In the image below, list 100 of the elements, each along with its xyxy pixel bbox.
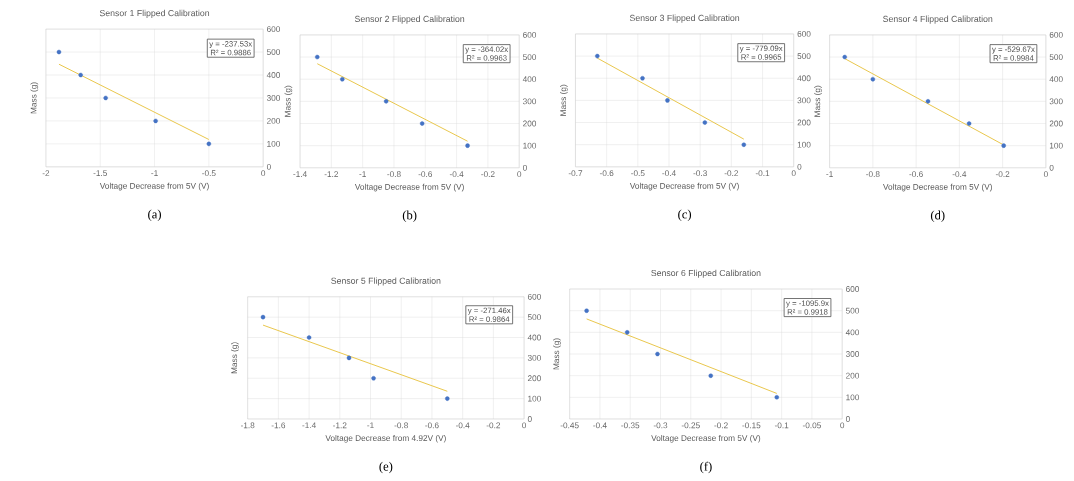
x-tick-label: -0.6: [909, 171, 923, 178]
y-tick-label: 0: [527, 416, 532, 422]
y-tick-label: 600: [846, 286, 860, 292]
x-tick-label: -1.6: [271, 422, 286, 429]
x-tick-label: -0.7: [568, 170, 583, 177]
point: [315, 54, 320, 60]
y-tick-label: 200: [846, 372, 860, 379]
y-axis-title: Mass (g): [814, 85, 822, 117]
y-tick-label: 500: [266, 49, 281, 55]
y-tick-label: 200: [797, 119, 811, 126]
x-axis-title: Voltage Decrease from 5V (V): [354, 183, 464, 192]
x-tick-label: -0.4: [593, 422, 607, 429]
x-tick-label: -1.4: [302, 422, 316, 429]
point: [665, 98, 670, 103]
x-tick-label: -1: [151, 170, 158, 176]
text: (d): [930, 210, 945, 222]
x-tick-label: -0.2: [481, 171, 495, 178]
y-axis-title: Mass (g): [553, 338, 561, 370]
y-tick-label: 600: [527, 293, 541, 300]
x-tick-label: -1.8: [240, 422, 255, 429]
y-tick-label: 500: [527, 314, 541, 321]
text: (f): [700, 461, 712, 474]
x-tick-label: -0.8: [387, 171, 401, 178]
x-tick-label: 0: [1043, 171, 1048, 178]
y-tick-label: 0: [845, 416, 850, 422]
chart-title: Sensor 1 Flipped Calibration: [99, 9, 210, 18]
x-tick-label: -0.4: [449, 171, 464, 178]
y-tick-label: 100: [846, 394, 860, 401]
y-tick-label: 0: [797, 163, 802, 170]
x-tick-label: -0.2: [486, 422, 501, 429]
y-tick-label: 600: [797, 31, 811, 37]
point: [774, 395, 780, 400]
point: [624, 330, 630, 335]
text: (b): [402, 210, 417, 222]
x-tick-label: -0.6: [418, 171, 433, 178]
x-tick-label: -1.2: [333, 422, 347, 429]
x-tick-label: -0.5: [202, 170, 216, 177]
x-tick-label: -0.4: [952, 171, 967, 178]
point: [419, 121, 425, 126]
y-tick-label: 500: [797, 53, 811, 59]
y-tick-label: 500: [522, 54, 537, 60]
y-tick-label: 400: [522, 76, 537, 83]
x-tick-label: -1.2: [324, 171, 339, 177]
x-tick-label: -0.15: [742, 422, 761, 429]
y-tick-label: 400: [845, 329, 860, 336]
point: [206, 141, 212, 147]
point: [465, 143, 470, 148]
x-axis-title: Voltage Decrease from 5V (V): [99, 182, 209, 191]
x-axis-title: Voltage Decrease from 5V (V): [629, 182, 739, 191]
y-axis-title: Mass (g): [284, 85, 293, 117]
x-tick-label: -0.1: [774, 422, 789, 429]
chart-title: Sensor 5 Flipped Calibration: [331, 277, 441, 286]
y-tick-label: 100: [523, 142, 537, 149]
x-tick-label: -1.5: [93, 170, 107, 176]
x-tick-label: -0.6: [599, 170, 614, 177]
x-tick-label: -1: [826, 171, 833, 177]
x-axis-title: Voltage Decrease from 5V (V): [651, 434, 761, 443]
x-tick-label: -0.25: [681, 422, 700, 429]
y-tick-label: 400: [527, 334, 541, 341]
point: [103, 95, 108, 101]
y-tick-label: 600: [1049, 31, 1063, 38]
point: [306, 335, 312, 340]
y-tick-label: 200: [523, 120, 537, 127]
x-tick-label: -0.6: [425, 422, 439, 429]
x-tick-label: -0.3: [693, 170, 707, 177]
x-tick-label: -0.2: [724, 170, 739, 177]
chart-title: Sensor 4 Flipped Calibration: [883, 15, 993, 24]
x-tick-label: -0.45: [560, 422, 579, 429]
x-tick-label: 0: [261, 170, 266, 177]
chart-title: Sensor 2 Flipped Calibration: [354, 15, 465, 24]
point: [346, 355, 352, 361]
x-tick-label: -0.4: [662, 170, 676, 177]
y-tick-label: 0: [266, 163, 271, 170]
point: [655, 351, 660, 357]
x-tick-label: 0: [840, 422, 845, 429]
y-tick-label: 200: [527, 375, 541, 382]
y-tick-label: 300: [266, 95, 281, 101]
x-tick-label: -1.4: [293, 171, 307, 177]
y-tick-label: 0: [1049, 164, 1054, 171]
y-tick-label: 400: [797, 75, 811, 82]
x-tick-label: -0.2: [714, 422, 728, 429]
text: (c): [678, 209, 692, 221]
y-tick-label: 300: [797, 97, 811, 104]
text: (e): [379, 461, 393, 474]
y-tick-label: 100: [797, 141, 811, 148]
x-tick-label: -0.4: [455, 422, 470, 429]
y-tick-label: 400: [266, 72, 281, 78]
point: [595, 53, 600, 59]
point: [741, 142, 747, 147]
x-tick-label: -0.5: [631, 170, 645, 177]
point: [340, 76, 345, 82]
x-tick-label: -0.05: [802, 422, 821, 429]
x-tick-label: -1: [367, 422, 374, 429]
point: [925, 99, 931, 104]
y-tick-label: 500: [845, 307, 860, 314]
y-tick-label: 600: [267, 26, 281, 32]
y-tick-label: 300: [522, 98, 537, 105]
y-tick-label: 300: [1049, 98, 1063, 105]
y-tick-label: 100: [267, 140, 281, 147]
x-tick-label: -0.8: [394, 422, 408, 429]
